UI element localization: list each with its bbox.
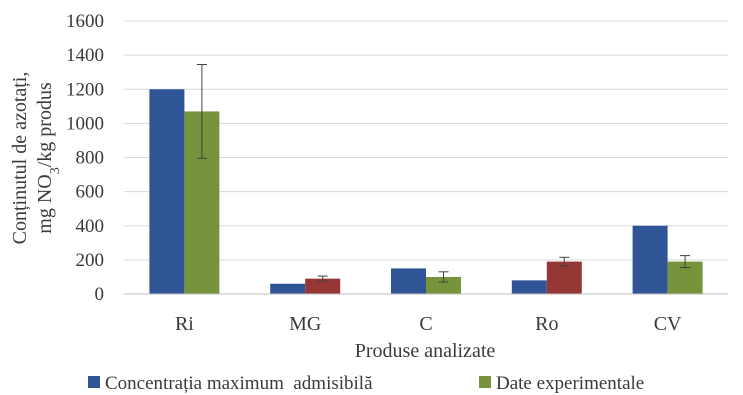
x-axis-title: Produse analizate [355, 340, 496, 362]
x-tick-label-c: C [419, 313, 432, 335]
y-tick-label: 200 [76, 250, 105, 271]
y-tick-label: 0 [95, 284, 105, 305]
legend: Concentrația maximum admisibilă Date exp… [88, 373, 644, 394]
bar-ro-series-2 [546, 261, 582, 294]
y-tick-label: 800 [76, 148, 105, 169]
y-axis-title-unit: mg NO3/kg produs [34, 82, 63, 234]
y-tick-label: 1600 [66, 11, 104, 32]
bar-ri-series-1 [149, 89, 185, 294]
x-tick-label-mg: MG [289, 313, 321, 335]
x-tick-label-ro: Ro [535, 313, 558, 335]
bar-ro-series-1 [511, 280, 547, 294]
y-tick-label: 1000 [66, 113, 104, 134]
x-tick-label-cv: CV [654, 313, 682, 335]
bar-c-series-1 [391, 268, 426, 294]
legend-label-concentratia-maximum-admisibila: Concentrația maximum admisibilă [105, 373, 373, 394]
y-tick-label: 400 [76, 216, 105, 237]
legend-swatch-concentratia-maximum-admisibila [88, 376, 100, 388]
x-tick-label-ri: Ri [175, 313, 194, 335]
legend-label-date-experimentale: Date experimentale [496, 373, 644, 394]
bar-cv-series-1 [632, 225, 668, 294]
bar-c-series-2 [426, 276, 461, 294]
bar-mg-series-1 [270, 283, 306, 294]
y-tick-labels: 0 200 400 600 800 1000 1200 1400 1600 [66, 11, 104, 305]
bars [149, 89, 703, 295]
y-tick-label: 1200 [66, 79, 104, 100]
legend-swatch-date-experimentale [479, 376, 491, 388]
y-tick-label: 1400 [66, 45, 104, 66]
error-bars [196, 64, 691, 283]
bar-mg-series-2 [305, 278, 341, 294]
gridlines [124, 20, 728, 261]
y-tick-label: 600 [76, 182, 105, 203]
y-axis-title: Conținutul de azotați, [9, 72, 31, 245]
x-tick-labels: Ri MG C Ro CV [175, 313, 682, 335]
